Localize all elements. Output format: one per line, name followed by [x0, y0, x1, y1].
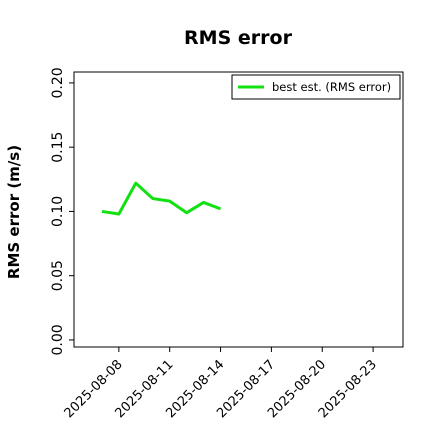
y-tick-label: 0.10: [50, 196, 66, 227]
y-tick-label: 0.00: [50, 324, 66, 355]
y-tick-label: 0.05: [50, 260, 66, 291]
y-axis-label: RMS error (m/s): [5, 145, 23, 279]
y-tick-label: 0.20: [50, 67, 66, 98]
legend-label: best est. (RMS error): [272, 80, 391, 94]
data-line: [101, 181, 222, 216]
plot-area: [73, 71, 404, 348]
chart-title: RMS error: [184, 27, 293, 49]
y-tick-label: 0.15: [50, 132, 66, 163]
